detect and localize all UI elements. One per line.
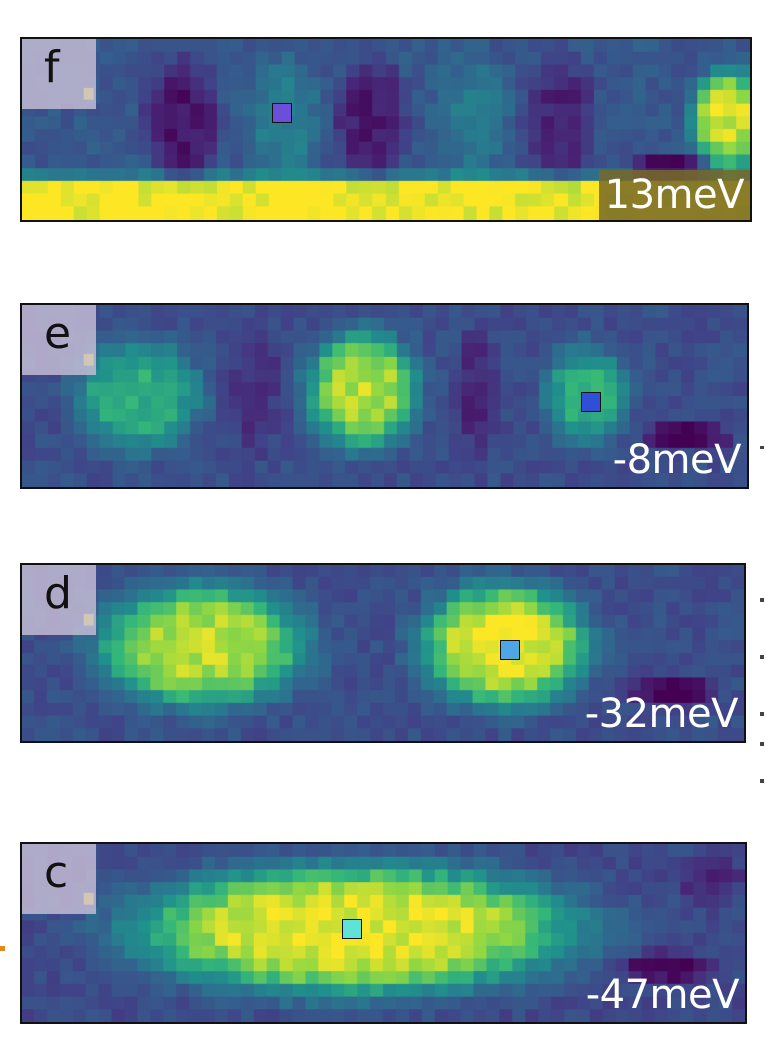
energy-label-c: -47meV	[585, 972, 740, 1018]
edge-tick-5	[760, 742, 764, 746]
panel-label-f: f	[22, 39, 96, 109]
energy-label-f: 13meV	[598, 170, 750, 220]
map-image-e	[22, 305, 747, 487]
edge-tick-6	[760, 779, 764, 783]
energy-label-e: -8meV	[612, 437, 742, 483]
edge-tick-2	[760, 598, 764, 602]
energy-marker-c	[342, 919, 362, 939]
panel-label-c: c	[22, 844, 96, 914]
map-panel-f: f 13meV	[20, 37, 752, 222]
edge-tick-1	[760, 446, 764, 449]
edge-tick-4	[760, 712, 764, 716]
map-image-c	[22, 844, 745, 1022]
energy-label-d: -32meV	[584, 691, 739, 737]
edge-tick-3	[760, 655, 764, 659]
map-panel-d: d -32meV	[20, 563, 746, 743]
map-image-d	[22, 565, 744, 741]
edge-tick-mark	[0, 946, 5, 951]
map-panel-e: e -8meV	[20, 303, 749, 489]
energy-marker-d	[500, 640, 520, 660]
map-panel-c: c -47meV	[20, 842, 747, 1024]
energy-marker-e	[581, 392, 601, 412]
panel-label-e: e	[22, 305, 96, 375]
panel-label-d: d	[22, 565, 96, 635]
energy-marker-f	[272, 103, 292, 123]
